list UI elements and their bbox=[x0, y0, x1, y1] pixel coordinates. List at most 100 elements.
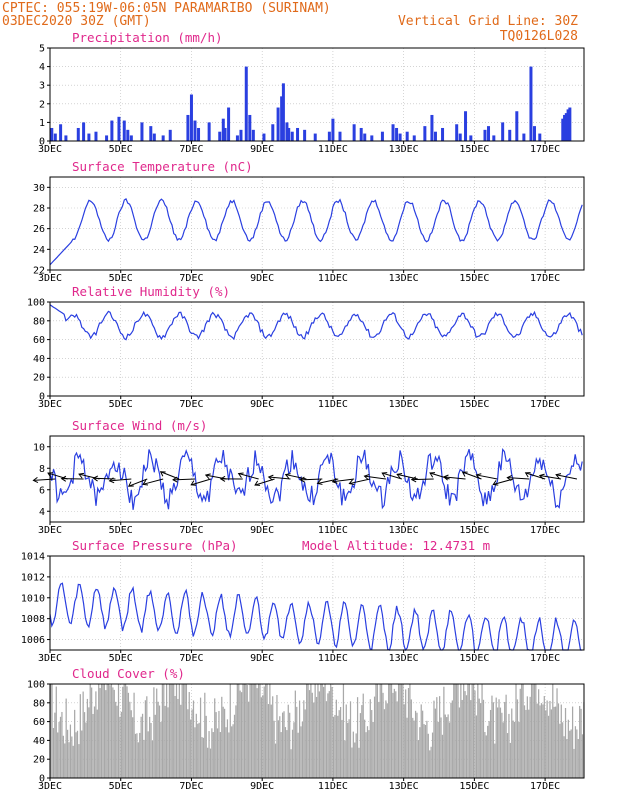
cloud-bar bbox=[382, 692, 384, 778]
cloud-bar bbox=[170, 684, 172, 778]
cloud-bar bbox=[146, 696, 148, 778]
panel-frame bbox=[49, 683, 585, 779]
cloud-bar bbox=[543, 696, 545, 778]
cloud-bar bbox=[400, 684, 403, 778]
cloud-bar bbox=[81, 730, 83, 778]
cloud-bar bbox=[144, 700, 147, 778]
precip-bar bbox=[223, 127, 227, 141]
cloud-bar bbox=[389, 684, 391, 778]
cloud-bar bbox=[468, 684, 470, 778]
panel-title: Precipitation (mm/h) bbox=[72, 30, 223, 45]
y-tick-label: 100 bbox=[27, 298, 45, 309]
precip-bar bbox=[218, 131, 222, 141]
x-tick-label: 3DEC bbox=[38, 144, 62, 155]
cloud-bar bbox=[187, 709, 189, 778]
cloud-bar bbox=[331, 686, 333, 778]
cloud-bar bbox=[300, 726, 302, 778]
wind-arrow bbox=[476, 474, 498, 480]
wind-arrow bbox=[364, 475, 387, 480]
x-tick-label: 13DEC bbox=[389, 399, 419, 410]
precip-bar bbox=[152, 133, 156, 141]
y-tick-label: 1 bbox=[39, 118, 45, 129]
precip-bar bbox=[398, 133, 402, 141]
wind-arrow bbox=[268, 476, 291, 480]
precip-bar bbox=[290, 131, 294, 141]
cloud-bar bbox=[195, 713, 197, 778]
series-line bbox=[49, 582, 583, 652]
wind-arrow bbox=[349, 478, 371, 485]
cloud-bar bbox=[72, 745, 74, 778]
cloud-bar bbox=[318, 691, 321, 778]
wind-arrow bbox=[539, 474, 562, 480]
cloud-bar bbox=[279, 716, 281, 778]
cloud-bar bbox=[485, 735, 487, 778]
cloud-bar bbox=[64, 743, 66, 778]
y-tick-label: 5 bbox=[39, 44, 45, 55]
precip-bar bbox=[251, 129, 255, 141]
wind-arrow-head bbox=[316, 479, 323, 485]
cloud-bar bbox=[464, 691, 466, 778]
cloud-bar bbox=[426, 720, 428, 778]
wind-arrow-head bbox=[442, 474, 449, 481]
x-tick-label: 9DEC bbox=[250, 781, 274, 792]
cloud-bar bbox=[65, 698, 67, 778]
wind-arrow-head bbox=[172, 476, 178, 483]
series-line bbox=[49, 304, 583, 341]
cloud-bar bbox=[133, 692, 135, 778]
cloud-bar bbox=[171, 684, 173, 778]
cloud-bar bbox=[260, 697, 263, 778]
cloud-bar bbox=[465, 695, 468, 778]
wind-arrow-head bbox=[127, 481, 134, 487]
cloud-bar bbox=[153, 687, 155, 778]
precip-bar bbox=[248, 114, 252, 141]
cloud-bar bbox=[293, 722, 295, 778]
cloud-bar bbox=[337, 715, 339, 778]
panel-title: Surface Pressure (hPa) bbox=[72, 538, 238, 553]
x-tick-label: 11DEC bbox=[318, 399, 348, 410]
y-tick-label: 0 bbox=[39, 774, 45, 785]
cloud-bar bbox=[290, 749, 292, 778]
cloud-bar bbox=[140, 716, 142, 778]
precip-bar bbox=[483, 129, 487, 141]
cloud-bar bbox=[167, 707, 169, 778]
precip-bar bbox=[363, 133, 367, 141]
panel-title: Surface Temperature (nC) bbox=[72, 159, 253, 174]
cloud-bar bbox=[129, 701, 131, 778]
cloud-bar bbox=[117, 684, 120, 778]
cloud-bar bbox=[106, 684, 108, 778]
cloud-bar bbox=[399, 684, 401, 778]
precip-bar bbox=[140, 122, 144, 141]
y-tick-label: 26 bbox=[33, 224, 45, 235]
wind-arrow-head bbox=[429, 472, 436, 478]
cloud-bar bbox=[437, 721, 439, 778]
precip-bar bbox=[563, 114, 567, 141]
cloud-bar bbox=[488, 721, 490, 778]
panel-annotation: Model Altitude: 12.4731 m bbox=[302, 538, 490, 553]
x-tick-label: 15DEC bbox=[459, 653, 489, 664]
precip-bar bbox=[487, 126, 491, 141]
cloud-bar bbox=[515, 684, 517, 778]
x-tick-label: 15DEC bbox=[459, 144, 489, 155]
wind-arrow bbox=[238, 473, 259, 480]
cloud-bar bbox=[177, 698, 179, 778]
cloud-bar bbox=[547, 715, 550, 778]
x-tick-label: 15DEC bbox=[459, 525, 489, 536]
cloud-bar bbox=[506, 733, 509, 778]
precip-bar bbox=[352, 124, 356, 141]
cloud-bar bbox=[545, 710, 547, 778]
cloud-bar bbox=[273, 720, 275, 778]
wind-arrow bbox=[173, 478, 196, 481]
cloud-bar bbox=[92, 713, 94, 778]
cloud-bar bbox=[202, 737, 205, 778]
cloud-bar bbox=[354, 742, 356, 778]
cloud-bar bbox=[420, 704, 422, 778]
cloud-bar bbox=[91, 687, 93, 778]
wind-arrow-head bbox=[267, 474, 274, 481]
wind-arrow bbox=[443, 476, 466, 480]
wind-arrow-head bbox=[78, 472, 85, 479]
y-tick-label: 3 bbox=[39, 81, 45, 92]
cloud-bar bbox=[406, 717, 408, 778]
wind-arrow bbox=[205, 474, 227, 480]
cloud-bar bbox=[51, 684, 53, 778]
